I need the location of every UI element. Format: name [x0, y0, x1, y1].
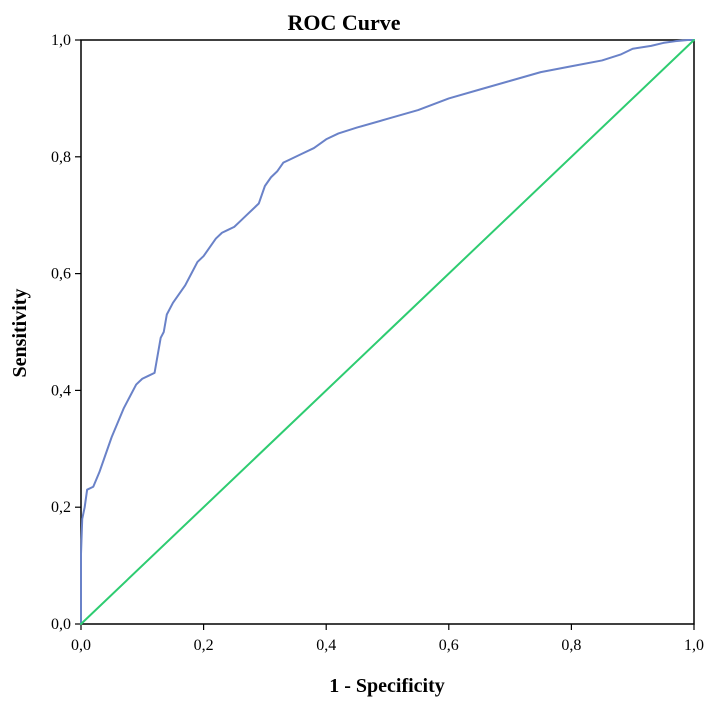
x-tick-label-4: 0,8: [561, 637, 581, 654]
plot-area: 0,0 0,2 0,4 0,6 0,8 1,0 0,0 0,2 0,4 0,6 0,8 1,0: [51, 32, 704, 654]
x-tick-label-0: 0,0: [71, 637, 91, 654]
y-tick-label-1: 0,2: [51, 499, 71, 516]
x-tick-label-5: 1,0: [684, 637, 704, 654]
y-tick-label-4: 0,8: [51, 149, 71, 166]
chart-title: ROC Curve: [287, 10, 400, 35]
reference-diagonal-line: [80, 39, 695, 625]
y-tick-label-2: 0,4: [51, 382, 71, 399]
y-tick-label-3: 0,6: [51, 266, 71, 283]
x-tick-label-1: 0,2: [194, 637, 214, 654]
x-tick-label-2: 0,4: [316, 637, 336, 654]
x-axis-label: 1 - Specificity: [329, 675, 445, 697]
y-axis-label: Sensitivity: [9, 289, 31, 378]
x-tick-label-3: 0,6: [439, 637, 459, 654]
y-tick-label-0: 0,0: [51, 616, 71, 633]
plot-frame: [80, 39, 695, 625]
y-tick-label-5: 1,0: [51, 32, 71, 49]
roc-curve-line: [80, 39, 695, 625]
